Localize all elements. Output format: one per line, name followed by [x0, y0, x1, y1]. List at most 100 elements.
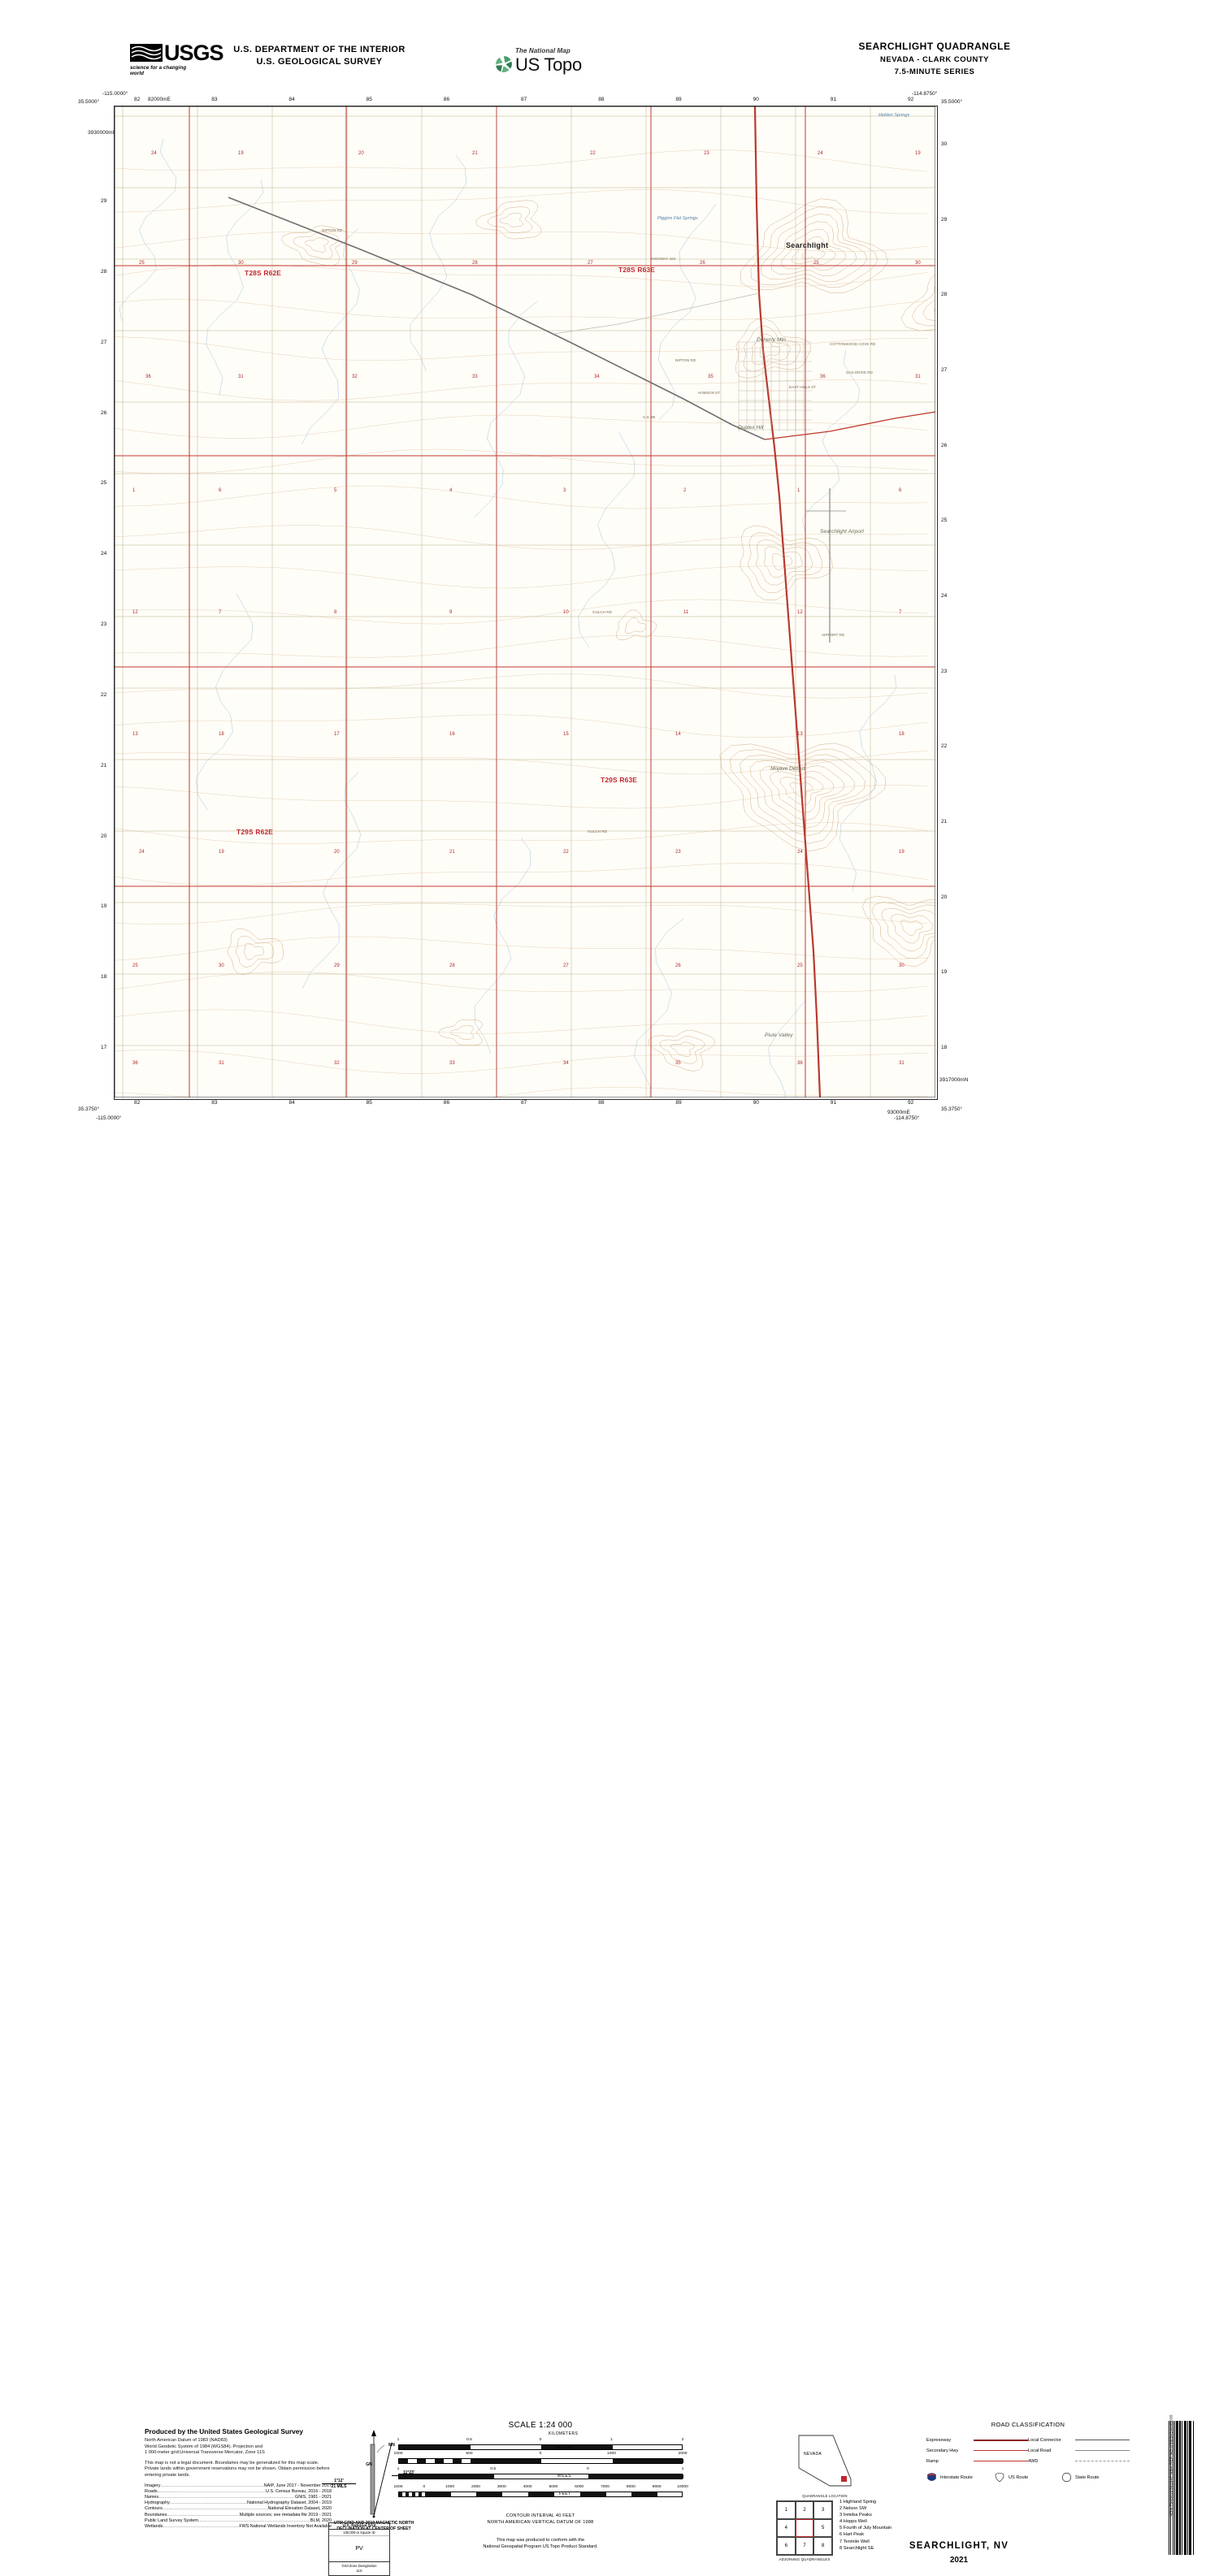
scale-tick: 0	[586, 2467, 589, 2471]
scale-tick: 2	[681, 2438, 684, 2442]
grid-right-30: 30	[941, 141, 948, 147]
grid-left-21: 21	[101, 762, 107, 768]
scale-tick: 5000	[549, 2485, 558, 2489]
corner-se-lat: 35.3750°	[941, 1106, 963, 1112]
source-dots: ........................................…	[169, 2500, 247, 2506]
scale-tick: 0.5	[466, 2438, 472, 2442]
section-number-36: 10	[563, 610, 569, 615]
grid-bottom-86: 86	[443, 1100, 450, 1106]
road-class-sample	[1075, 2450, 1130, 2451]
road-label-0: NIPTON RD	[322, 228, 343, 232]
source-key: Boundaries	[145, 2512, 167, 2518]
section-number-34: 8	[334, 610, 337, 615]
adjoining-cell-8: 7	[795, 2537, 814, 2555]
source-dots: ........................................…	[163, 2523, 240, 2529]
section-number-13: 26	[700, 261, 705, 266]
grid-right-24: 24	[941, 593, 948, 599]
place-label-7: Hidden Springs	[878, 113, 910, 118]
usgs-tagline: science for a changing world	[130, 65, 187, 76]
source-row: Wetlands................................…	[145, 2524, 332, 2530]
section-number-31: 6	[899, 488, 902, 493]
adjoining-cell-3: 3	[813, 2501, 832, 2519]
cottonwood-cove-road	[764, 411, 935, 440]
road-classification-title: ROAD CLASSIFICATION	[991, 2421, 1065, 2428]
section-number-38: 12	[797, 610, 803, 615]
scale-title: SCALE 1:24 000	[508, 2421, 573, 2430]
section-number-2: 20	[358, 151, 364, 156]
scale-tick: 1	[397, 2438, 400, 2442]
bottom-quad-title: SEARCHLIGHT, NV	[909, 2541, 1009, 2551]
adjoining-cell-5	[795, 2519, 814, 2537]
source-key: Roads	[145, 2488, 158, 2494]
grid-top-89: 89	[675, 97, 682, 102]
grid-left-26: 26	[101, 409, 107, 416]
grid-right-18: 18	[941, 1045, 948, 1050]
scale-tick: 0.5	[490, 2467, 497, 2471]
source-dots: ........................................…	[197, 2518, 310, 2523]
source-dots: ........................................…	[162, 2506, 268, 2512]
grid-left-20: 20	[101, 833, 107, 839]
state-route-label: State Route	[1075, 2474, 1100, 2480]
usng-gzd-value: 11S	[356, 2569, 362, 2573]
township-label-0: T28S R62E	[245, 269, 282, 277]
scale-tick: 0	[539, 2438, 542, 2442]
usng-square-id: PV	[355, 2546, 363, 2552]
produced-by-heading: Produced by the United States Geological…	[145, 2427, 304, 2435]
grid-top-85: 85	[366, 97, 372, 102]
section-number-67: 33	[449, 1061, 455, 1066]
interstate-route-label: Interstate Route	[940, 2474, 973, 2480]
road-class-sample	[974, 2439, 1028, 2441]
us-route-label: US Route	[1009, 2474, 1029, 2480]
section-number-24: 1	[132, 488, 136, 493]
scale-tick: 4000	[523, 2485, 532, 2489]
scale-tick: 0	[539, 2452, 542, 2456]
road-classification-legend: ROAD CLASSIFICATION Expressway Secondary …	[926, 2421, 1130, 2483]
source-row: Names...................................…	[145, 2495, 332, 2500]
source-value: National Hydrography Dataset, 2004 - 201…	[247, 2500, 332, 2506]
grid-top-86: 86	[443, 97, 450, 102]
miles-unit-label: MILES	[557, 2474, 572, 2479]
section-number-18: 32	[352, 374, 358, 379]
corner-sw-lat: 35.3750°	[78, 1106, 100, 1112]
adjoining-cell-4: 4	[777, 2519, 796, 2537]
section-number-52: 22	[563, 850, 569, 855]
section-number-55: 19	[899, 850, 904, 855]
scale-tick: 10000	[677, 2485, 688, 2489]
utm-left-northing-top: 3930000mN	[88, 130, 117, 136]
source-value: National Elevation Dataset, 2020	[267, 2506, 332, 2512]
page-header: USGS science for a changing world U.S. D…	[0, 0, 1219, 85]
grid-bottom-91: 91	[830, 1100, 837, 1106]
grid-bottom-92: 92	[908, 1100, 914, 1106]
kilometers-unit-label: KILOMETERS	[549, 2431, 579, 2436]
section-number-32: 12	[132, 610, 138, 615]
us-topo-label: US Topo	[515, 54, 582, 75]
scale-tick: 3000	[497, 2485, 506, 2489]
source-value: U.S. Census Bureau, 2016 - 2018	[266, 2488, 332, 2494]
adjoining-cell-7: 6	[777, 2537, 796, 2555]
datum-line-1: North American Datum of 1983 (NAD83)	[145, 2438, 228, 2443]
grid-left-24: 24	[101, 551, 107, 557]
adjoining-list-item-3: 3 Ireteba Peaks	[839, 2513, 872, 2518]
section-number-40: 13	[132, 732, 138, 737]
conformance-statement: This map was produced to conform with th…	[398, 2537, 683, 2550]
source-key: Imagery	[145, 2483, 161, 2488]
scale-tick: 1000	[445, 2485, 455, 2489]
grid-bottom-82: 82	[134, 1100, 141, 1106]
section-number-39: 7	[899, 610, 902, 615]
feet-scalebar: 1000 0 1000 2000 3000 4000 5000 6000 7000 8000 900…	[394, 2485, 688, 2500]
corner-nw-lat: 35.5000°	[78, 99, 100, 105]
section-number-46: 13	[797, 732, 803, 737]
scale-tick: 7000	[601, 2485, 610, 2489]
section-number-7: 19	[915, 151, 921, 156]
section-number-63: 30	[899, 963, 904, 968]
section-number-27: 4	[449, 488, 453, 493]
road-class-right-column: Local Connector Local Road 4WD	[1028, 2435, 1130, 2466]
section-number-64: 36	[132, 1061, 138, 1066]
road-class-row-left-0: Expressway	[926, 2435, 1028, 2445]
feet-unit-label: FEET	[559, 2492, 571, 2496]
map-canvas[interactable]	[115, 106, 935, 1098]
barcode-text: NSN 7643016S81947 NGA REF NO.USGSX24K480…	[1169, 2414, 1173, 2517]
road-label-3: AIRPORT RD	[822, 633, 845, 637]
